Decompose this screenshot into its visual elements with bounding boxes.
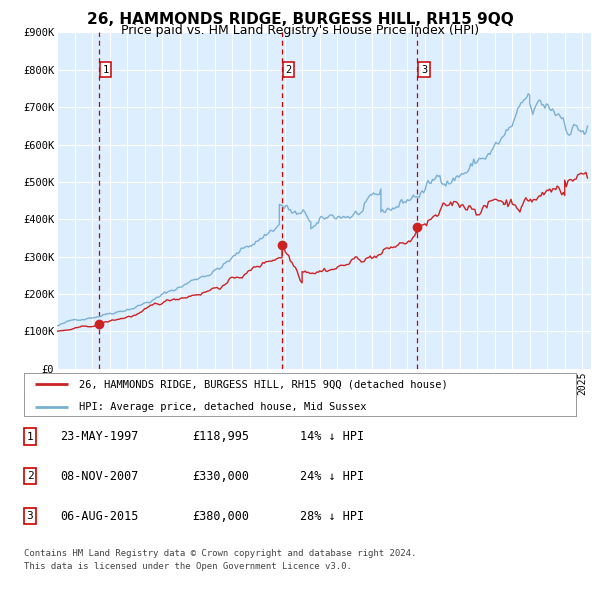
Text: Contains HM Land Registry data © Crown copyright and database right 2024.: Contains HM Land Registry data © Crown c…	[24, 549, 416, 558]
Text: 26, HAMMONDS RIDGE, BURGESS HILL, RH15 9QQ (detached house): 26, HAMMONDS RIDGE, BURGESS HILL, RH15 9…	[79, 379, 448, 389]
Text: 2: 2	[26, 471, 34, 481]
Text: 23-MAY-1997: 23-MAY-1997	[60, 430, 139, 443]
Text: 2: 2	[286, 65, 292, 75]
Text: This data is licensed under the Open Government Licence v3.0.: This data is licensed under the Open Gov…	[24, 562, 352, 571]
Text: 3: 3	[421, 65, 427, 75]
Text: 14% ↓ HPI: 14% ↓ HPI	[300, 430, 364, 443]
Text: 06-AUG-2015: 06-AUG-2015	[60, 510, 139, 523]
Text: Price paid vs. HM Land Registry's House Price Index (HPI): Price paid vs. HM Land Registry's House …	[121, 24, 479, 37]
Text: 08-NOV-2007: 08-NOV-2007	[60, 470, 139, 483]
Text: 1: 1	[103, 65, 109, 75]
Text: HPI: Average price, detached house, Mid Sussex: HPI: Average price, detached house, Mid …	[79, 402, 367, 412]
Text: 28% ↓ HPI: 28% ↓ HPI	[300, 510, 364, 523]
Text: 3: 3	[26, 512, 34, 521]
Text: £118,995: £118,995	[192, 430, 249, 443]
Text: 1: 1	[26, 432, 34, 441]
Text: 26, HAMMONDS RIDGE, BURGESS HILL, RH15 9QQ: 26, HAMMONDS RIDGE, BURGESS HILL, RH15 9…	[86, 12, 514, 27]
Text: 24% ↓ HPI: 24% ↓ HPI	[300, 470, 364, 483]
Text: £330,000: £330,000	[192, 470, 249, 483]
Text: £380,000: £380,000	[192, 510, 249, 523]
